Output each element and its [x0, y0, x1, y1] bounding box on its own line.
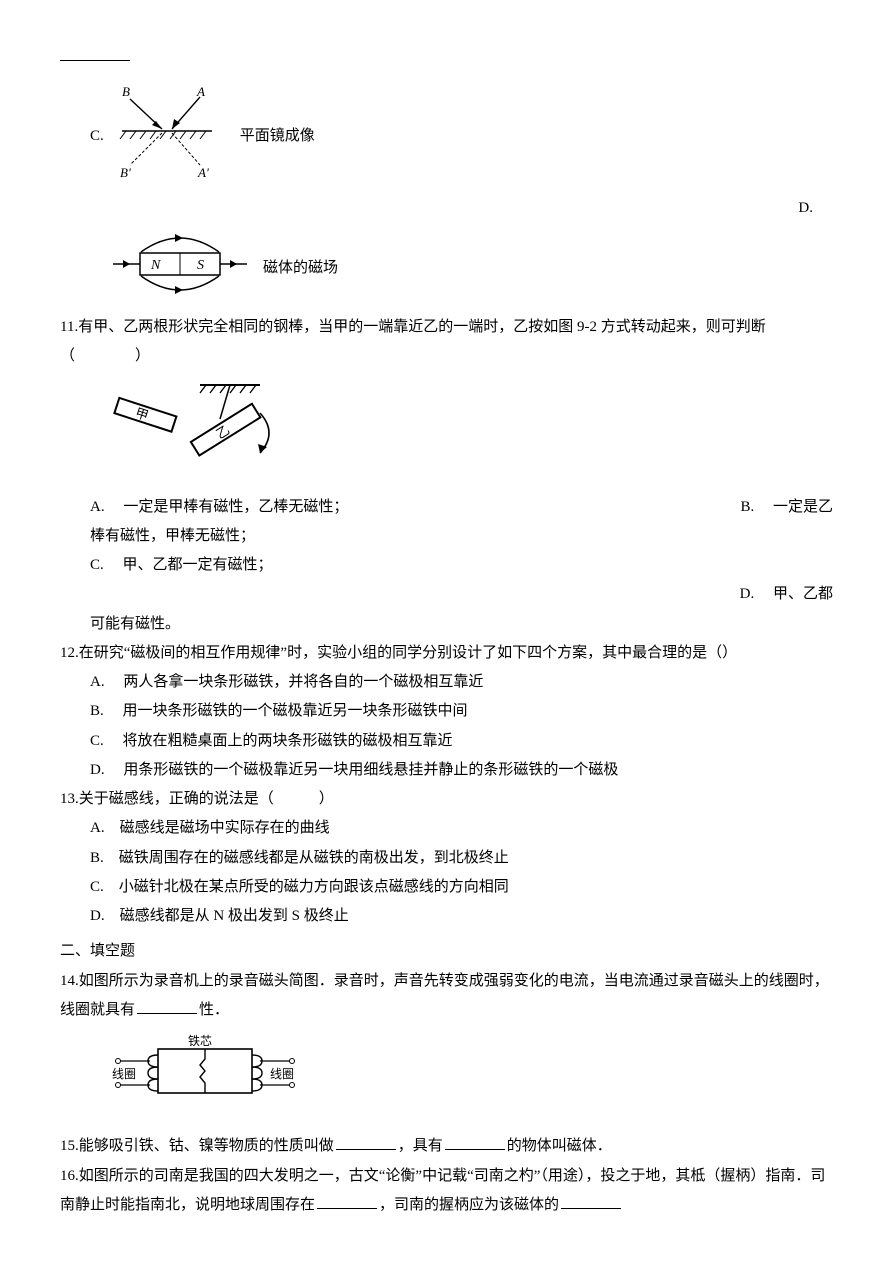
blank-15a	[336, 1134, 396, 1151]
label-Bprime: B'	[120, 165, 131, 180]
magnet-row: N S 磁体的磁场	[105, 224, 833, 313]
q12-stem: 12.在研究“磁极间的相互作用规律”时，实验小组的同学分别设计了如下四个方案，其…	[60, 639, 833, 668]
blank-15b	[445, 1134, 505, 1151]
blank-14	[137, 997, 197, 1014]
q11-d-cont: 可能有磁性。	[90, 610, 833, 639]
q15-p3: 的物体叫磁体．	[507, 1138, 612, 1154]
q14-stem: 14.如图所示为录音机上的录音磁头简图．录音时，声音先转变成强弱变化的电流，当电…	[60, 967, 833, 1026]
label-coilL: 线圈	[112, 1067, 136, 1081]
q11-d-prefix: D. 甲、乙都	[740, 580, 833, 609]
q15-p2: ，具有	[398, 1138, 443, 1154]
q13-a: A. 磁感线是磁场中实际存在的曲线	[90, 814, 833, 843]
q11-a: A. 一定是甲棒有磁性，乙棒无磁性；	[90, 493, 740, 522]
label-B: B	[122, 84, 130, 99]
q13-stem: 13.关于磁感线，正确的说法是（ ）	[60, 785, 833, 814]
label-core: 铁芯	[188, 1034, 212, 1048]
q14-diagram: 铁芯 线圈 线圈	[110, 1033, 833, 1124]
q16: 16.如图所示的司南是我国的四大发明之一，古文“论衡”中记载“司南之杓”（用途）…	[60, 1162, 833, 1221]
q11-b-prefix: B. 一定是乙	[740, 493, 833, 522]
option-c-row: C. B A B' A' 平面镜成像	[90, 79, 833, 194]
label-S: S	[197, 258, 204, 273]
q13-b: B. 磁铁周围存在的磁感线都是从磁铁的南极出发，到北极终止	[90, 844, 833, 873]
option-c-text: 平面镜成像	[240, 122, 315, 151]
blank-16a	[317, 1192, 377, 1209]
label-N: N	[150, 258, 161, 273]
label-coilR: 线圈	[270, 1067, 294, 1081]
q11-b-cont: 棒有磁性，甲棒无磁性；	[90, 522, 833, 551]
option-d-letter: D.	[798, 194, 813, 223]
q11-opt-ab: A. 一定是甲棒有磁性，乙棒无磁性； B. 一定是乙	[90, 493, 833, 522]
option-c-letter: C.	[90, 122, 104, 151]
q12-c: C. 将放在粗糙桌面上的两块条形磁铁的磁极相互靠近	[90, 727, 833, 756]
q12-d: D. 用条形磁铁的一个磁极靠近另一块用细线悬挂并静止的条形磁铁的一个磁极	[90, 756, 833, 785]
q12-b: B. 用一块条形磁铁的一个磁极靠近另一块条形磁铁中间	[90, 697, 833, 726]
q15: 15.能够吸引铁、钴、镍等物质的性质叫做 ，具有 的物体叫磁体．	[60, 1132, 833, 1161]
label-Aprime: A'	[197, 165, 209, 180]
label-A: A	[196, 84, 205, 99]
q16-p2: ，司南的握柄应为该磁体的	[379, 1197, 559, 1213]
q13-d: D. 磁感线都是从 N 极出发到 S 极终止	[90, 902, 833, 931]
q13-c: C. 小磁针北极在某点所受的磁力方向跟该点磁感线的方向相同	[90, 873, 833, 902]
blank-16b	[561, 1192, 621, 1209]
q14-p2: 性．	[199, 1002, 229, 1018]
q11-stem: 11.有甲、乙两根形状完全相同的钢棒，当甲的一端靠近乙的一端时，乙按如图 9-2…	[60, 313, 833, 372]
q15-p1: 15.能够吸引铁、钴、镍等物质的性质叫做	[60, 1138, 334, 1154]
magnet-diagram: N S	[105, 228, 255, 309]
mirror-diagram: B A B' A'	[112, 81, 232, 192]
q12-a: A. 两人各拿一块条形磁铁，并将各自的一个磁极相互靠近	[90, 668, 833, 697]
magnet-text: 磁体的磁场	[263, 254, 338, 283]
q11-c: C. 甲、乙都一定有磁性；	[90, 551, 833, 580]
q11-diagram: 甲 乙	[110, 377, 833, 488]
header-rule	[60, 60, 130, 61]
section2-title: 二、填空题	[60, 937, 833, 966]
